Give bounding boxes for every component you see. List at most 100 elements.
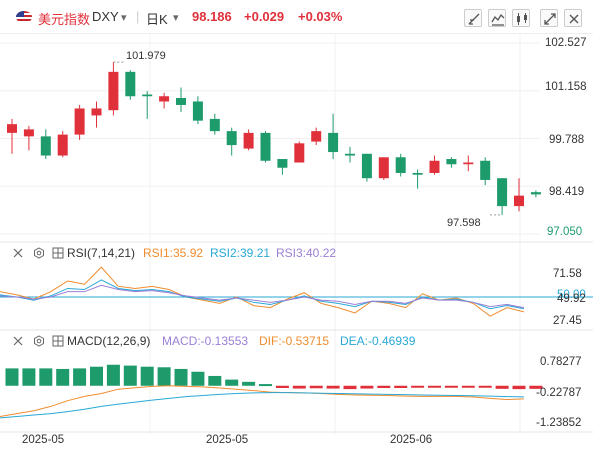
chart-canvas[interactable] bbox=[0, 34, 593, 455]
candle-body bbox=[463, 162, 474, 165]
macd-title: MACD(12,26,9) bbox=[67, 334, 151, 348]
candle-body bbox=[226, 131, 237, 146]
macd-histogram-bar bbox=[292, 385, 306, 389]
time-axis-label: 2025-05 bbox=[206, 434, 249, 446]
macd-histogram-bar bbox=[529, 385, 543, 389]
time-axis-label: 2025-05 bbox=[22, 434, 65, 446]
macd-histogram-bar bbox=[225, 379, 239, 386]
candle-body bbox=[514, 195, 524, 207]
candle-body bbox=[378, 157, 389, 179]
rsi-title: RSI(7,14,21) bbox=[67, 246, 136, 260]
macd-histogram-bar bbox=[22, 368, 36, 386]
macd-histogram-bar bbox=[394, 385, 408, 388]
draw-tool-icon[interactable] bbox=[464, 9, 482, 27]
macd-histogram-bar bbox=[444, 385, 458, 388]
macd-value: MACD:-0.13553 bbox=[162, 334, 249, 348]
macd-histogram-bar bbox=[343, 385, 357, 390]
settings-gear-icon[interactable] bbox=[33, 247, 45, 259]
dif-line bbox=[0, 385, 524, 417]
current-price: 98.186 bbox=[192, 9, 232, 24]
candle-body bbox=[125, 71, 136, 97]
macd-histogram-bar bbox=[39, 368, 53, 386]
macd-histogram-bar bbox=[275, 385, 289, 388]
macd-histogram-bar bbox=[140, 366, 154, 386]
rsi3-value: RSI3:40.22 bbox=[276, 246, 337, 260]
chart-header: 美元指数 DXY ▾ | 日K ▾ 98.186 +0.029 +0.03% bbox=[0, 0, 593, 34]
indicator-icon[interactable] bbox=[488, 9, 506, 27]
candle-body bbox=[23, 129, 34, 137]
symbol-name[interactable]: 美元指数 bbox=[38, 12, 91, 27]
rsi-line bbox=[0, 266, 525, 317]
dea-line bbox=[0, 392, 524, 419]
rsi-axis-label: 27.45 bbox=[553, 315, 582, 327]
rsi1-value: RSI1:35.92 bbox=[143, 246, 204, 260]
macd-histogram-bar bbox=[428, 385, 441, 388]
settings-gear-icon[interactable] bbox=[33, 335, 45, 347]
close-icon[interactable] bbox=[564, 9, 582, 27]
macd-histogram-bar bbox=[106, 364, 120, 386]
macd-histogram-bar bbox=[326, 385, 340, 389]
candle-body bbox=[294, 143, 305, 163]
macd-histogram-bar bbox=[242, 381, 256, 386]
price-axis-label: 101.158 bbox=[545, 81, 587, 93]
fullscreen-icon[interactable] bbox=[540, 9, 558, 27]
macd-histogram-bar bbox=[259, 384, 272, 387]
macd-histogram-bar bbox=[191, 371, 205, 386]
macd-histogram-bar bbox=[157, 367, 171, 386]
price-change: +0.029 bbox=[244, 9, 285, 24]
period-selector[interactable]: 日K bbox=[146, 12, 168, 27]
candle-body bbox=[176, 97, 186, 105]
candle-body bbox=[74, 108, 85, 135]
macd-histogram-bar bbox=[478, 385, 492, 388]
candle-body bbox=[260, 132, 271, 161]
rsi-ref-label: 50.00 bbox=[557, 289, 586, 301]
candlestick-chart bbox=[0, 34, 593, 434]
close-panel-icon[interactable] bbox=[12, 335, 24, 347]
candle-body bbox=[91, 108, 102, 116]
period-dropdown-icon[interactable]: ▾ bbox=[173, 12, 179, 24]
rsi-line bbox=[0, 284, 524, 309]
price-axis-label: 98.419 bbox=[549, 186, 585, 198]
macd-histogram-bar bbox=[5, 368, 19, 386]
candle-body bbox=[108, 71, 119, 111]
high-price-label: 101.979 bbox=[126, 50, 166, 62]
candle-body bbox=[480, 160, 491, 180]
macd-histogram-bar bbox=[495, 385, 509, 389]
candle-body bbox=[57, 134, 68, 156]
dif-value: DIF:-0.53715 bbox=[259, 334, 330, 348]
header-divider: | bbox=[136, 9, 140, 24]
price-axis-label: 99.788 bbox=[549, 134, 585, 146]
candle-body bbox=[311, 131, 322, 142]
time-axis-label: 2025-06 bbox=[390, 434, 433, 446]
candle-body bbox=[328, 132, 339, 153]
macd-chart bbox=[0, 364, 543, 419]
candle-body bbox=[7, 124, 17, 133]
macd-histogram-bar bbox=[377, 385, 391, 388]
macd-histogram-bar bbox=[90, 366, 103, 386]
candle-body bbox=[192, 101, 203, 121]
candle-body bbox=[497, 178, 508, 207]
symbol-dropdown-icon[interactable]: ▾ bbox=[121, 12, 127, 24]
macd-histogram-bar bbox=[174, 368, 188, 386]
symbol-code[interactable]: DXY bbox=[92, 9, 119, 24]
candle-body bbox=[446, 159, 457, 165]
macd-axis-label: -0.22787 bbox=[536, 387, 582, 399]
macd-histogram-bar bbox=[461, 385, 475, 388]
candle-body bbox=[429, 160, 440, 173]
rsi-axis-label: 49.92 bbox=[557, 293, 586, 305]
candle-body bbox=[243, 132, 254, 149]
candle-body bbox=[530, 192, 541, 195]
macd-axis-label: -1.23852 bbox=[536, 417, 582, 429]
close-panel-icon[interactable] bbox=[12, 247, 24, 259]
candle-body bbox=[277, 159, 288, 168]
chart-type-icon[interactable] bbox=[512, 9, 530, 27]
candle-body bbox=[361, 153, 372, 179]
candle-body bbox=[395, 157, 406, 173]
macd-histogram-bar bbox=[208, 375, 222, 386]
candle-body bbox=[412, 172, 423, 175]
dea-value: DEA:-0.46939 bbox=[340, 334, 416, 348]
rsi-line bbox=[0, 279, 524, 310]
macd-histogram-bar bbox=[123, 365, 137, 386]
indicator-toggle-icon[interactable] bbox=[52, 335, 64, 347]
indicator-toggle-icon[interactable] bbox=[52, 247, 64, 259]
